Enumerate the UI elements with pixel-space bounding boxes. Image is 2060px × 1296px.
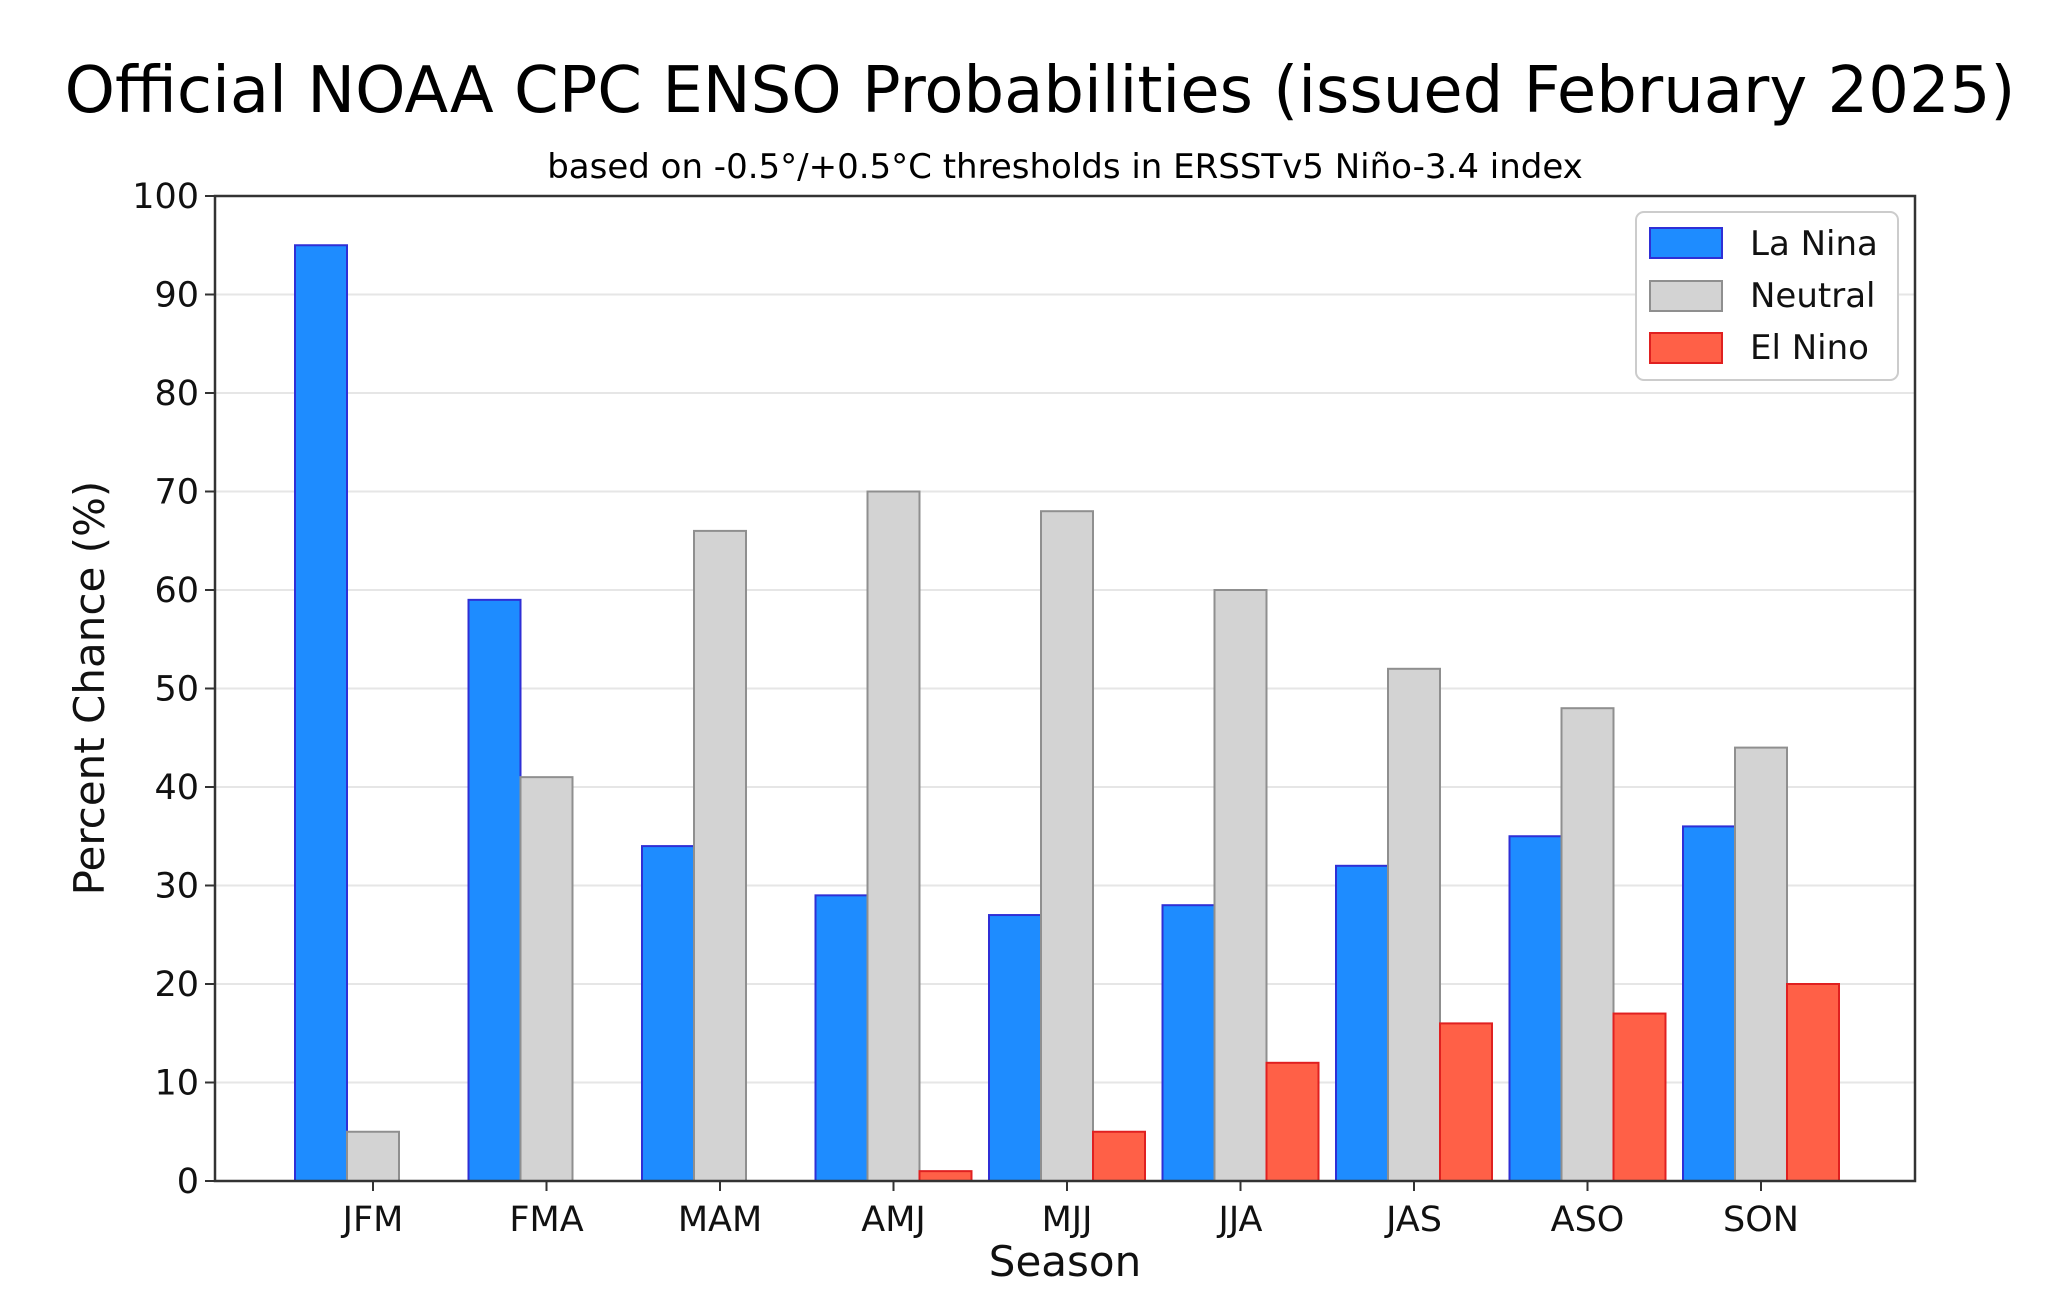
- y-axis-ticks: 0 10 20 30 40 50 60 70 80 90 100: [132, 177, 215, 1202]
- y-tick-label: 20: [154, 965, 199, 1005]
- x-tick-label: JJA: [1217, 1200, 1263, 1240]
- bar-neutral: [1560, 707, 1615, 1182]
- bar-neutral: [866, 490, 921, 1182]
- bar-la-nina: [988, 914, 1042, 1182]
- bar-la-nina: [814, 894, 869, 1182]
- y-tick-label: 0: [177, 1162, 199, 1202]
- bar-el-nino: [1439, 1022, 1493, 1183]
- bars: [294, 244, 1840, 1183]
- bar-la-nina: [641, 845, 695, 1182]
- legend-swatch-la-nina: [1649, 227, 1723, 259]
- x-axis-ticks: JFM FMA MAM AMJ MJJ JJA JAS ASO SON: [341, 1181, 1799, 1240]
- y-tick-label: 60: [154, 571, 199, 611]
- y-tick-label: 80: [154, 374, 199, 414]
- legend-swatch-el-nino: [1649, 332, 1723, 364]
- x-tick-label: SON: [1723, 1200, 1799, 1240]
- x-tick-label: JFM: [341, 1200, 404, 1240]
- y-tick-label: 10: [154, 1064, 199, 1104]
- bar-la-nina: [467, 598, 522, 1182]
- bar-neutral: [519, 776, 574, 1183]
- x-tick-label: JAS: [1384, 1200, 1442, 1240]
- bar-el-nino: [1265, 1061, 1320, 1183]
- legend: La Nina Neutral El Nino: [1635, 211, 1899, 381]
- bar-neutral: [1213, 589, 1268, 1182]
- bar-la-nina: [1161, 904, 1216, 1182]
- bar-el-nino: [1092, 1130, 1146, 1182]
- bar-neutral: [1387, 667, 1441, 1182]
- bar-la-nina: [1682, 825, 1736, 1183]
- bar-la-nina: [1508, 835, 1563, 1182]
- y-tick-label: 90: [154, 276, 199, 316]
- y-tick-label: 30: [154, 867, 199, 907]
- bar-la-nina: [1335, 864, 1389, 1182]
- bar-neutral: [346, 1130, 400, 1182]
- x-tick-label: AMJ: [861, 1200, 925, 1240]
- bar-el-nino: [1786, 983, 1840, 1182]
- bar-neutral: [693, 529, 747, 1182]
- chart-subtitle: based on -0.5°/+0.5°C thresholds in ERSS…: [547, 147, 1583, 187]
- legend-label-neutral: Neutral: [1750, 276, 1876, 316]
- bar-neutral: [1040, 510, 1094, 1182]
- bar-el-nino: [918, 1170, 973, 1183]
- x-tick-label: MJJ: [1042, 1200, 1093, 1240]
- bar-el-nino: [1612, 1012, 1667, 1182]
- x-tick-label: ASO: [1551, 1200, 1625, 1240]
- y-tick-label: 50: [154, 670, 199, 710]
- legend-swatch-neutral: [1649, 280, 1723, 312]
- y-tick-label: 100: [132, 177, 199, 217]
- bar-la-nina: [294, 244, 348, 1182]
- y-tick-label: 70: [154, 473, 199, 513]
- x-tick-label: FMA: [509, 1200, 583, 1240]
- y-tick-label: 40: [154, 768, 199, 808]
- legend-label-el-nino: El Nino: [1750, 328, 1869, 368]
- chart-title: Official NOAA CPC ENSO Probabilities (is…: [65, 54, 2016, 128]
- legend-label-la-nina: La Nina: [1750, 224, 1878, 264]
- x-tick-label: MAM: [678, 1200, 762, 1240]
- x-axis-label: Season: [989, 1237, 1141, 1286]
- y-axis-label: Percent Chance (%): [65, 481, 114, 896]
- bar-neutral: [1734, 746, 1788, 1182]
